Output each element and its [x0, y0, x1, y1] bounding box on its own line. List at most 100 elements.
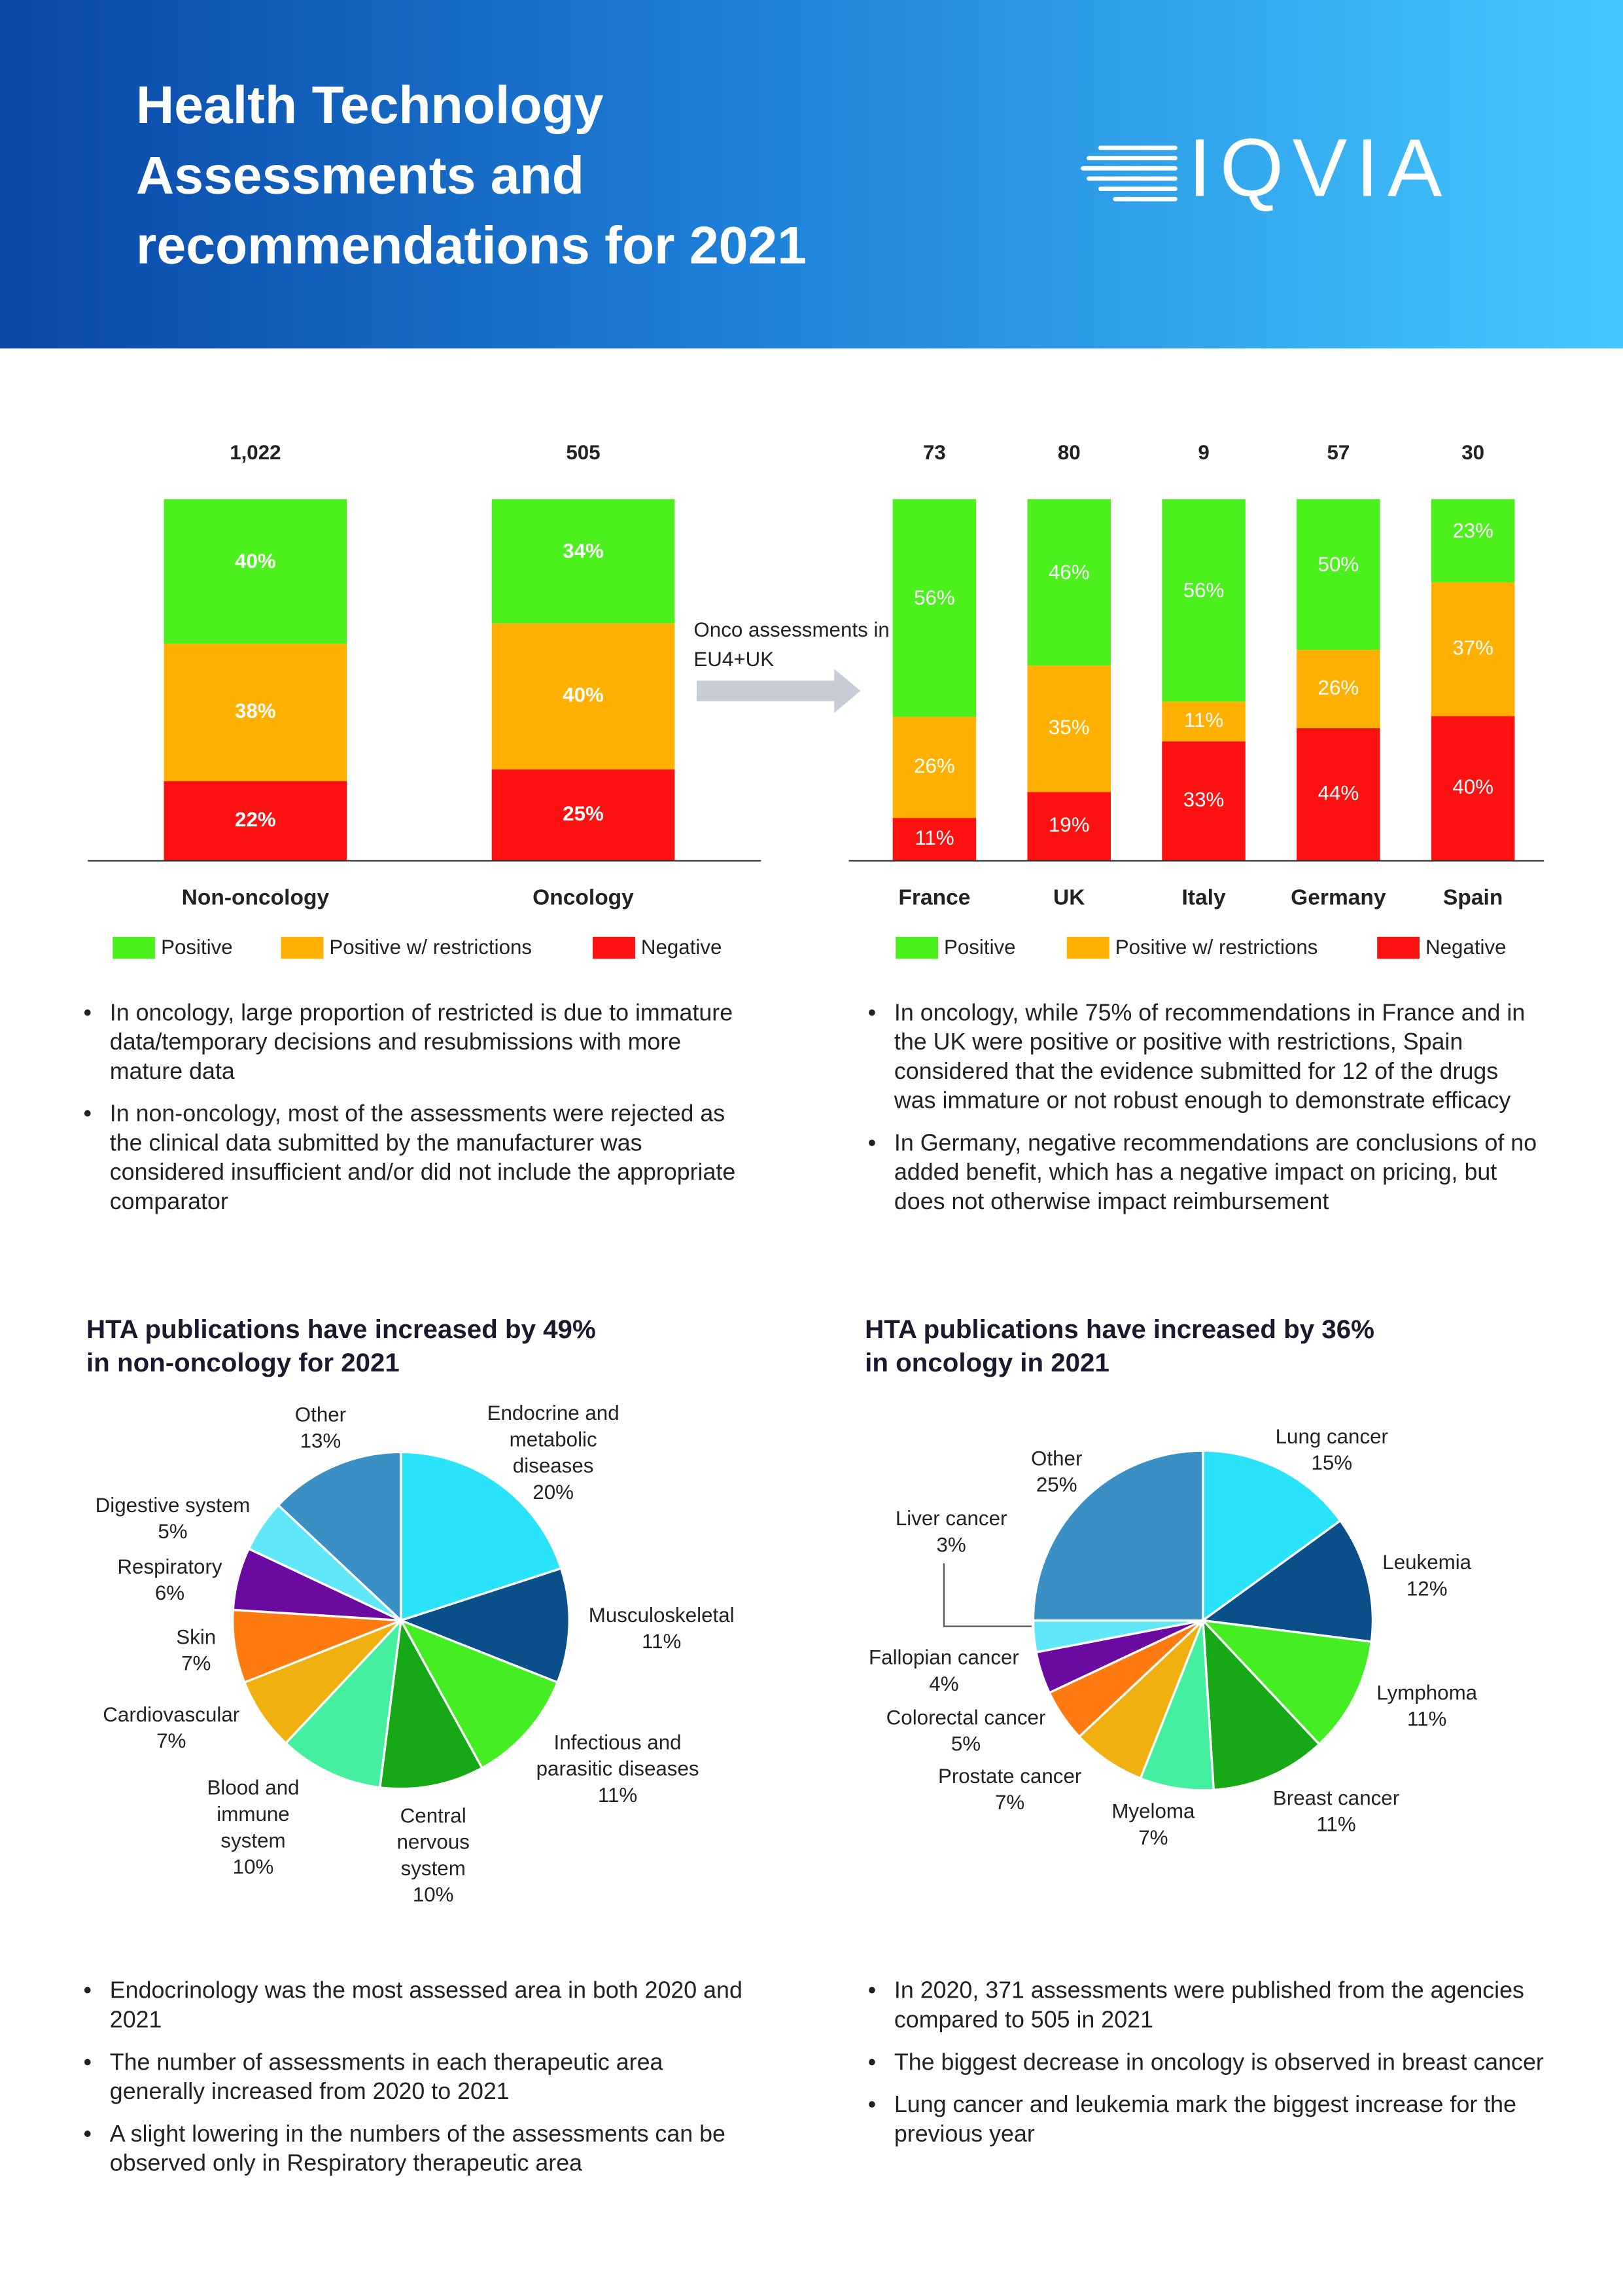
bar-segment — [1297, 650, 1380, 728]
slice-label: Prostate cancer 7% — [864, 1763, 1156, 1816]
bar-segment — [892, 499, 977, 717]
slice-label: Fallopian cancer 4% — [797, 1644, 1090, 1697]
value-label: 56% — [1183, 578, 1225, 601]
category-label: Germany — [1291, 885, 1386, 910]
slice-name: Musculoskeletal — [588, 1602, 735, 1627]
slice-label: Infectious and parasitic diseases 11% — [519, 1729, 716, 1808]
slice-value: 20% — [532, 1479, 574, 1504]
total-label: 30 — [1461, 441, 1484, 464]
slice-value: 11% — [641, 1629, 682, 1653]
bar-segment — [1297, 728, 1380, 861]
bullet: The biggest decrease in oncology is obse… — [868, 2049, 1544, 2079]
slice-name: Myeloma — [1111, 1799, 1195, 1823]
slice-value: 7% — [1138, 1825, 1168, 1849]
chart-title: HTA publications have increased by 36% i… — [865, 1314, 1374, 1378]
slice-name: Leukemia — [1382, 1550, 1472, 1574]
slice-label: Myeloma 7% — [1007, 1797, 1299, 1850]
header: Health Technology Assessments and recomm… — [0, 0, 1623, 349]
category-label: UK — [1053, 885, 1085, 910]
bullet: In 2020, 371 assessments were published … — [868, 1977, 1544, 2036]
bar-segment — [1027, 499, 1111, 666]
value-label: 22% — [235, 808, 276, 831]
value-label: 46% — [1049, 561, 1090, 584]
bullet: Endocrinology was the most assessed area… — [84, 1977, 760, 2036]
slice-value: 7% — [181, 1651, 211, 1675]
legend-label: Positive — [161, 936, 233, 959]
slice-label: Lung cancer 15% — [1185, 1423, 1478, 1476]
slice-value: 25% — [1036, 1472, 1077, 1496]
value-label: 44% — [1318, 781, 1359, 804]
slice-label: Cardiovascular 7% — [25, 1701, 317, 1754]
total-label: 57 — [1327, 441, 1350, 464]
bar-segment — [1162, 499, 1246, 702]
pie-slice — [1201, 1617, 1321, 1792]
value-label: 33% — [1183, 788, 1225, 811]
slice-name: Breast cancer — [1272, 1786, 1400, 1810]
total-label: 73 — [923, 441, 946, 464]
value-label: 23% — [1452, 519, 1493, 542]
slice-label: Breast cancer 11% — [1190, 1784, 1482, 1837]
value-label: 50% — [1318, 553, 1359, 576]
legend-swatch — [896, 936, 939, 959]
pie-slice — [1202, 1449, 1342, 1623]
bullet-list: In 2020, 371 assessments were published … — [868, 1977, 1544, 2163]
slice-label: Skin 7% — [50, 1623, 342, 1676]
bar-segment — [1431, 499, 1515, 582]
pie-slice — [232, 1608, 402, 1684]
slice-label: Digestive system 5% — [26, 1492, 319, 1545]
pie-slice — [1200, 1519, 1374, 1643]
slice-label: Respiratory 6% — [24, 1553, 316, 1606]
slice-name: Blood and immune system — [207, 1775, 300, 1852]
slice-label: Musculoskeletal 11% — [515, 1601, 807, 1654]
pie-slice — [1200, 1619, 1373, 1746]
category-label: Spain — [1443, 885, 1503, 910]
value-label: 11% — [1184, 709, 1223, 732]
category-label: Oncology — [532, 885, 634, 910]
value-label: 40% — [235, 550, 276, 573]
logo-stripes — [1081, 145, 1178, 202]
total-label: 80 — [1058, 441, 1081, 464]
legend-swatch — [593, 936, 635, 959]
leader-line — [943, 1563, 1032, 1627]
value-label: 26% — [1318, 676, 1359, 699]
value-label: 25% — [563, 802, 604, 825]
slice-name: Liver cancer — [895, 1506, 1007, 1530]
pie-slice — [400, 1451, 563, 1622]
slice-label: Liver cancer 3% — [805, 1505, 1097, 1558]
bar-segment — [1431, 716, 1515, 861]
slice-name: Cardiovascular — [103, 1702, 240, 1726]
value-label: 37% — [1452, 636, 1493, 659]
bullet-list: In oncology, large proportion of restric… — [84, 1000, 760, 1231]
slice-value: 11% — [1316, 1812, 1356, 1836]
bullet: In oncology, large proportion of restric… — [84, 1000, 760, 1087]
legend-swatch — [1066, 936, 1109, 959]
pie-slice — [277, 1451, 402, 1623]
slice-name: Lung cancer — [1275, 1424, 1389, 1448]
bullet: Lung cancer and leukemia mark the bigges… — [868, 2092, 1544, 2150]
bullet: In non-oncology, most of the assessments… — [84, 1101, 760, 1218]
slice-name: Skin — [176, 1625, 217, 1649]
value-label: 40% — [1452, 775, 1493, 798]
pie-slice — [1077, 1619, 1204, 1780]
value-label: 56% — [914, 586, 955, 609]
bullet: A slight lowering in the numbers of the … — [84, 2121, 760, 2180]
pie-slice — [398, 1618, 559, 1770]
slice-value: 5% — [158, 1519, 188, 1543]
slice-value: 7% — [156, 1729, 186, 1752]
bar-segment — [1431, 582, 1515, 716]
legend-label: Positive w/ restrictions — [1115, 936, 1318, 959]
value-label: 34% — [563, 540, 604, 563]
bar-segment — [164, 781, 347, 861]
bar-segment — [491, 623, 675, 769]
slice-name: Digestive system — [95, 1492, 251, 1517]
total-label: 1,022 — [230, 441, 281, 464]
value-label: 40% — [563, 684, 604, 707]
slice-value: 10% — [232, 1854, 274, 1879]
value-label: 26% — [914, 754, 955, 777]
pie-slice — [243, 1619, 402, 1745]
slice-value: 15% — [1311, 1451, 1353, 1474]
bullet-list: Endocrinology was the most assessed area… — [84, 1977, 760, 2193]
